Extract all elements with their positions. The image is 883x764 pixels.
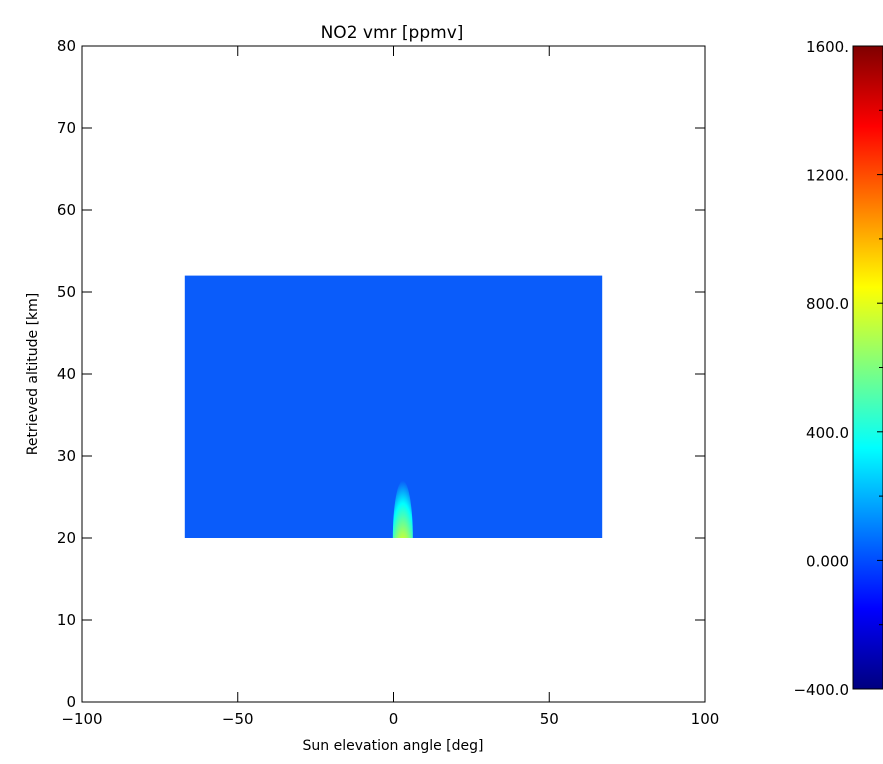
y-tick-label: 20 bbox=[57, 529, 76, 547]
y-tick-label: 0 bbox=[66, 693, 76, 711]
x-tick-label: 0 bbox=[389, 710, 399, 728]
colorbar bbox=[852, 45, 883, 690]
colorbar-tick-label: 0.000 bbox=[806, 552, 849, 570]
y-tick-label: 40 bbox=[57, 365, 76, 383]
colorbar-tick-label: 1600. bbox=[806, 38, 849, 56]
x-tick-label: 100 bbox=[691, 710, 720, 728]
x-axis-label: Sun elevation angle [deg] bbox=[303, 738, 484, 754]
y-tick-label: 60 bbox=[57, 201, 76, 219]
colorbar-tick-label: 1200. bbox=[806, 167, 849, 185]
heatmap-field bbox=[184, 275, 603, 538]
x-tick-label: 50 bbox=[540, 710, 559, 728]
colorbar-tick-label: 400.0 bbox=[806, 424, 849, 442]
colorbar-tick-label: 800.0 bbox=[806, 295, 849, 313]
x-tick-label: −50 bbox=[222, 710, 254, 728]
y-tick-label: 70 bbox=[57, 119, 76, 137]
y-tick-label: 30 bbox=[57, 447, 76, 465]
y-tick-label: 80 bbox=[57, 37, 76, 55]
y-axis-label: Retrieved altitude [km] bbox=[25, 293, 41, 456]
y-tick-label: 10 bbox=[57, 611, 76, 629]
y-tick-label: 50 bbox=[57, 283, 76, 301]
colorbar-tick-label: −400.0 bbox=[793, 681, 849, 699]
chart-title: NO2 vmr [ppmv] bbox=[321, 23, 464, 43]
heatmap-hotspot bbox=[392, 480, 413, 538]
x-tick-label: −100 bbox=[61, 710, 102, 728]
